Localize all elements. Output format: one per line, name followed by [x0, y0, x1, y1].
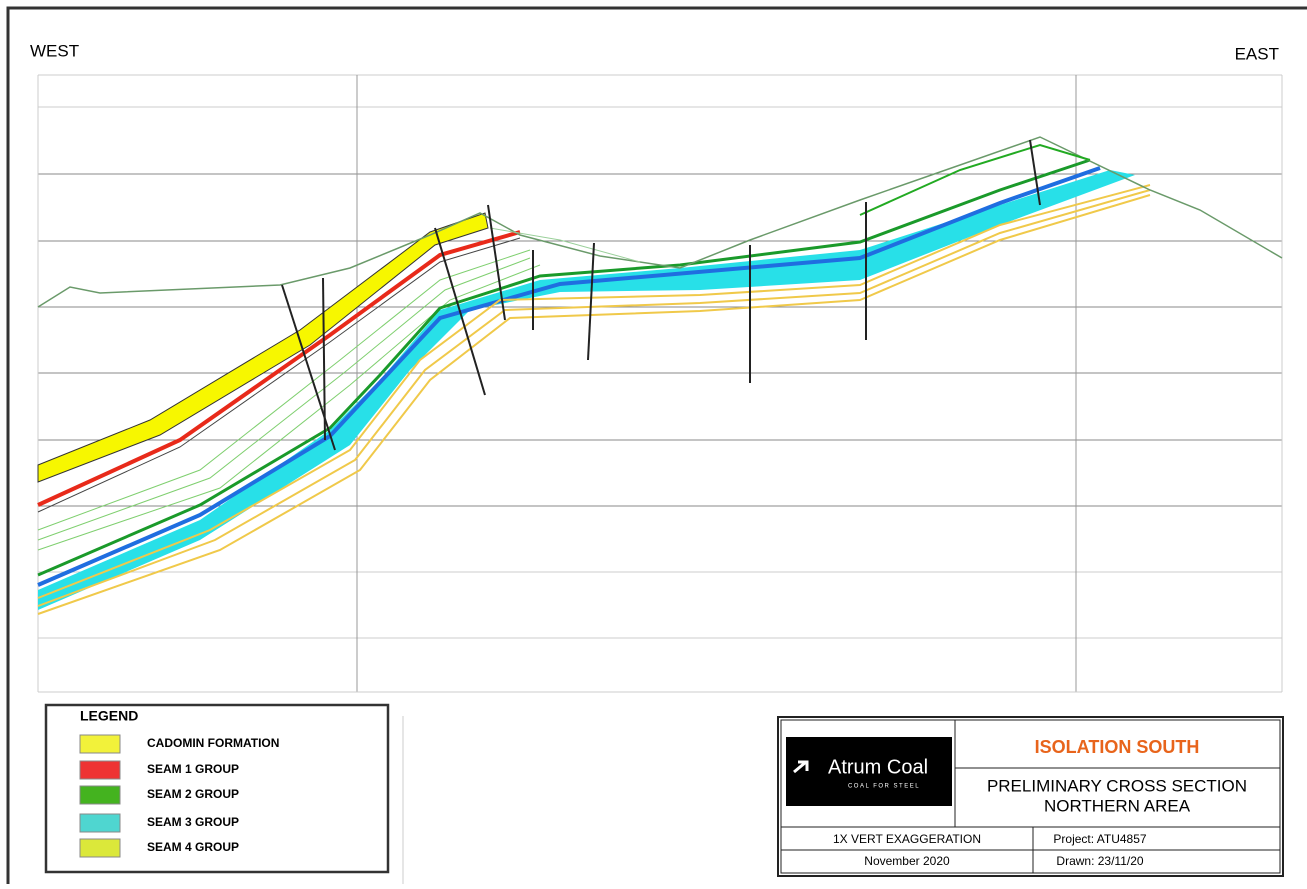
legend-swatch — [79, 838, 121, 858]
subtitle-1: PRELIMINARY CROSS SECTION — [987, 776, 1247, 795]
exaggeration: 1X VERT EXAGGERATION — [833, 832, 981, 846]
frame — [6, 6, 1307, 884]
drillholes — [281, 139, 1041, 451]
logo-tagline: COAL FOR STEEL — [848, 784, 920, 790]
title-block: Atrum Coal COAL FOR STEEL ISOLATION SOUT… — [777, 716, 1284, 877]
legend-label: SEAM 3 GROUP — [147, 815, 239, 829]
legend-label: SEAM 4 GROUP — [147, 840, 239, 854]
legend-title: LEGEND — [80, 708, 138, 724]
legend-label: CADOMIN FORMATION — [147, 736, 279, 750]
strata — [37, 136, 1283, 615]
project-name: ISOLATION SOUTH — [1035, 737, 1200, 757]
drawn: Drawn: 23/11/20 — [1056, 854, 1143, 868]
west-label: WEST — [30, 41, 79, 60]
legend-swatch — [79, 785, 121, 805]
legend-swatch — [79, 734, 121, 754]
date: November 2020 — [864, 854, 950, 868]
east-label: EAST — [1235, 44, 1279, 63]
logo: Atrum Coal — [828, 756, 928, 778]
project-code: Project: ATU4857 — [1053, 832, 1146, 846]
legend-swatch — [79, 760, 121, 780]
legend-swatch — [79, 813, 121, 833]
subtitle-2: NORTHERN AREA — [1044, 796, 1191, 815]
legend-items: CADOMIN FORMATION SEAM 1 GROUP SEAM 2 GROU… — [79, 734, 279, 858]
legend-label: SEAM 1 GROUP — [147, 762, 239, 776]
legend-label: SEAM 2 GROUP — [147, 787, 239, 801]
